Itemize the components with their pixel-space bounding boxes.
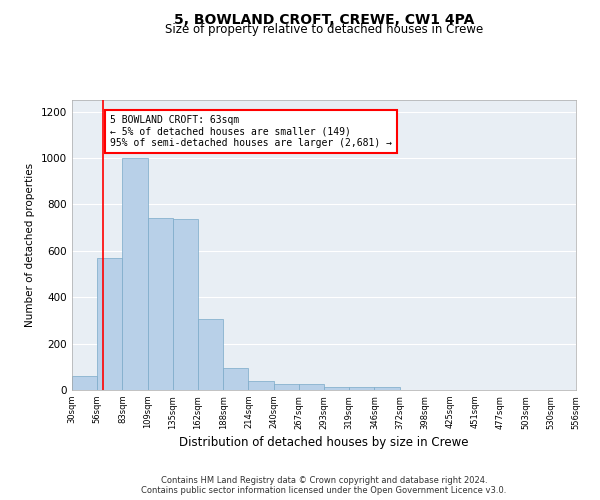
Bar	[248, 380, 274, 390]
Text: 5, BOWLAND CROFT, CREWE, CW1 4PA: 5, BOWLAND CROFT, CREWE, CW1 4PA	[174, 12, 474, 26]
Bar	[374, 386, 400, 390]
Bar	[198, 319, 223, 390]
Bar	[324, 386, 349, 390]
Y-axis label: Number of detached properties: Number of detached properties	[25, 163, 35, 327]
Text: 5 BOWLAND CROFT: 63sqm
← 5% of detached houses are smaller (149)
95% of semi-det: 5 BOWLAND CROFT: 63sqm ← 5% of detached …	[110, 115, 392, 148]
Text: Size of property relative to detached houses in Crewe: Size of property relative to detached ho…	[165, 22, 483, 36]
Text: Distribution of detached houses by size in Crewe: Distribution of detached houses by size …	[179, 436, 469, 449]
Bar	[148, 218, 173, 390]
Bar	[72, 376, 97, 390]
Bar	[122, 158, 148, 390]
Bar	[349, 386, 374, 390]
Bar	[299, 384, 324, 390]
Bar	[173, 220, 198, 390]
Bar	[274, 384, 299, 390]
Bar	[97, 258, 122, 390]
Text: Contains HM Land Registry data © Crown copyright and database right 2024.
Contai: Contains HM Land Registry data © Crown c…	[142, 476, 506, 495]
Bar	[223, 368, 248, 390]
